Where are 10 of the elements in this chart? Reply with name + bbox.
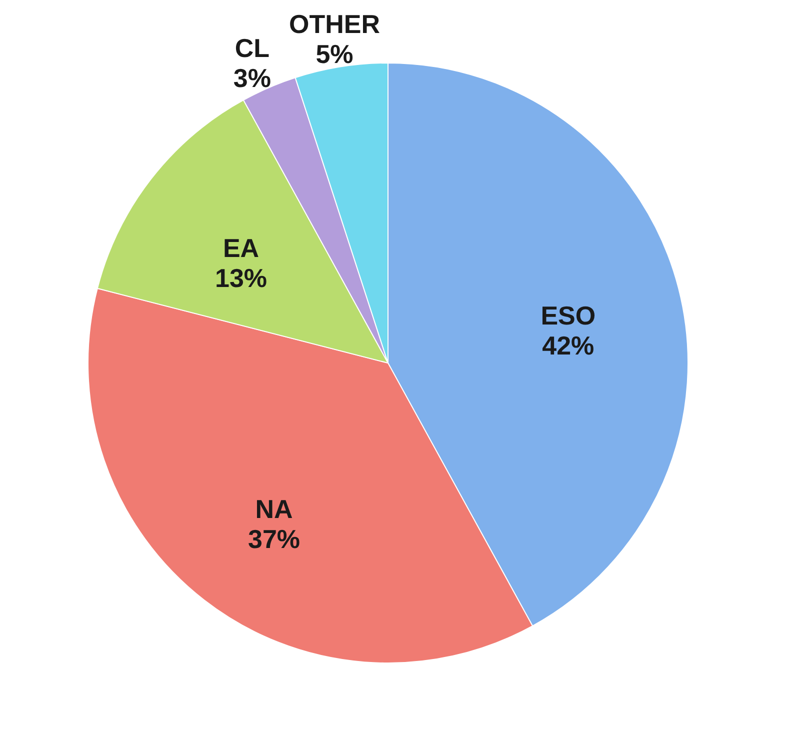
data-label: 37% <box>248 524 300 554</box>
slice-label: OTHER <box>289 9 380 40</box>
slice-label: NA <box>255 494 293 524</box>
slice-label: CL <box>234 33 270 64</box>
data-label: 5% <box>316 39 354 70</box>
data-label: 13% <box>215 263 268 293</box>
slice-label: EA <box>222 233 260 263</box>
slice-label: ESO <box>540 300 596 331</box>
data-label: 42% <box>542 330 594 361</box>
data-label: 3% <box>233 63 271 94</box>
